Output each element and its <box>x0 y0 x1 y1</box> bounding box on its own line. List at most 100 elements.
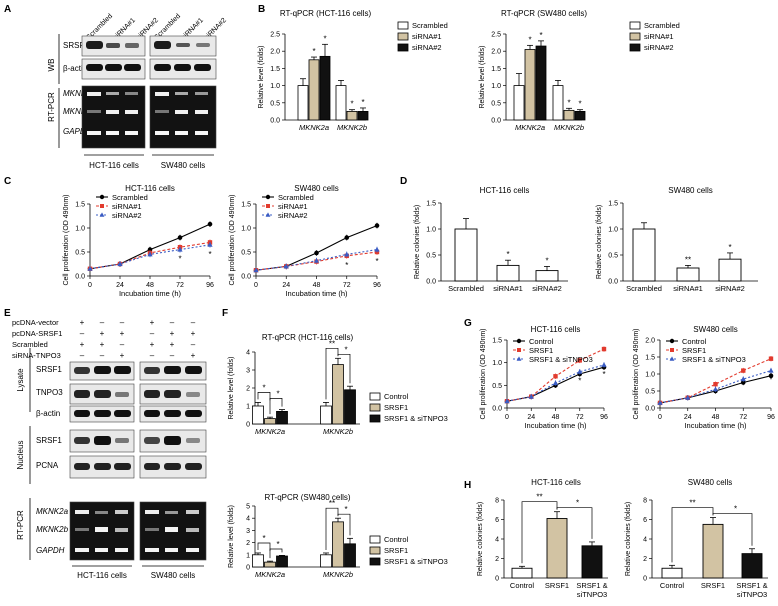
significance-mark: * <box>323 34 326 43</box>
significance-mark: * <box>375 257 378 266</box>
legend-swatch <box>397 43 409 52</box>
blot-band <box>164 436 181 445</box>
legend-label: siRNA#1 <box>112 202 142 211</box>
bar <box>676 267 700 282</box>
legend-marker <box>100 204 104 208</box>
chart-h1: 0 2 4 6 8 Relative colonies (folds) HCT-116 ce… <box>477 478 608 599</box>
gel-band <box>115 548 128 552</box>
gel-band <box>165 511 178 514</box>
chart-title: RT-qPCR (HCT-116 cells) <box>280 9 372 18</box>
y-tick-label: 2.0 <box>491 49 501 56</box>
gel-band <box>125 92 138 95</box>
blot-band <box>125 43 139 48</box>
x-axis-label: Incubation time (h) <box>285 289 348 298</box>
blot-band <box>144 463 160 470</box>
blot-band <box>86 41 103 49</box>
condition-sign: + <box>80 340 85 349</box>
x-tick-label: 24 <box>527 414 535 421</box>
legend-label: siRNA#1 <box>644 32 674 41</box>
bar <box>252 405 264 425</box>
blot-band <box>94 410 111 417</box>
bar <box>276 555 288 568</box>
x-tick-label: 72 <box>343 282 351 289</box>
legend-label: SRSF1 & siTNPO3 <box>384 557 448 566</box>
row-label: TNPO3 <box>36 388 63 397</box>
bar <box>357 111 369 121</box>
legend-label: Control <box>384 392 409 401</box>
legend-marker <box>266 204 270 208</box>
bar <box>546 518 568 579</box>
gel-band <box>145 510 159 514</box>
x-tick-label: 96 <box>600 414 608 421</box>
legend-label: Control <box>529 337 554 346</box>
significance-mark: * <box>344 345 347 354</box>
bar <box>344 389 356 425</box>
x-tick-label: 48 <box>712 414 720 421</box>
condition-label: siRNA-TNPO3 <box>12 351 61 360</box>
legend-label: SRSF1 <box>384 403 408 412</box>
condition-sign: + <box>170 340 175 349</box>
significance-mark: * <box>734 505 737 514</box>
blot-band <box>154 41 171 49</box>
chart-c2: 0.0 0.5 1.0 1.5 Cell proliferation (OD 490nm… <box>229 184 381 298</box>
y-tick-label: 0.5 <box>270 100 280 107</box>
y-tick-label: 1 <box>246 552 250 559</box>
chart-title: HCT-116 cells <box>480 186 530 195</box>
x-category-label: MKNK2a <box>299 123 329 132</box>
charts-layer: 0.0 0.5 1.0 1.5 2.0 2.5 Relative level (folds)… <box>63 9 775 599</box>
y-axis-label: Cell proliferation (OD 490nm) <box>633 328 640 419</box>
chart-g2: 0.0 0.5 1.0 1.5 2.0 Cell proliferation (OD 49… <box>633 325 775 430</box>
legend-label: SRSF1 <box>682 346 706 355</box>
legend-marker <box>99 212 105 217</box>
blot-band <box>186 392 200 397</box>
condition-sign: + <box>191 329 196 338</box>
gel-band <box>195 131 208 135</box>
legend-marker <box>669 338 675 344</box>
significance-mark: ** <box>689 499 695 508</box>
x-tick-label: 0 <box>505 414 509 421</box>
x-category-label: Scrambled <box>448 284 484 293</box>
bar <box>535 45 547 121</box>
y-axis-label: Relative colonies (folds) <box>596 205 603 279</box>
significance-mark: * <box>312 47 315 56</box>
y-tick-label: 3 <box>246 368 250 375</box>
legend-marker <box>265 212 271 217</box>
y-tick-label: 0.5 <box>608 253 618 260</box>
significance-mark: * <box>350 100 353 109</box>
x-category-label: Control <box>510 581 535 590</box>
x-tick-label: 0 <box>254 282 258 289</box>
bar <box>344 543 356 568</box>
legend-swatch <box>369 557 381 566</box>
gel-band <box>186 528 199 532</box>
y-tick-label: 0.0 <box>270 118 280 125</box>
row-label: MKNK2b <box>36 525 69 534</box>
gel-box <box>149 85 217 149</box>
series-line <box>659 358 772 404</box>
condition-sign: – <box>100 318 105 327</box>
gel-band <box>195 110 208 114</box>
significance-bracket <box>712 513 753 546</box>
bar <box>264 418 276 425</box>
bar <box>574 111 586 121</box>
bar <box>308 59 320 121</box>
y-tick-label: 2.0 <box>270 49 280 56</box>
bar <box>332 521 344 568</box>
gel-band <box>95 548 108 552</box>
condition-sign: – <box>150 351 155 360</box>
x-category-label: siTNPO3 <box>577 590 607 599</box>
gel-box <box>81 85 146 149</box>
bar <box>320 554 332 568</box>
significance-bracket <box>257 392 271 415</box>
x-category-label: Control <box>660 581 685 590</box>
y-tick-label: 1.5 <box>75 202 85 209</box>
y-tick-label: 1.5 <box>241 202 251 209</box>
y-axis-label: Relative level (folds) <box>228 356 235 419</box>
x-category-label: SRSF1 & <box>736 581 767 590</box>
row-label: GAPDH <box>63 127 92 136</box>
blot-band <box>94 436 111 445</box>
y-axis-label: Relative colonies (folds) <box>625 502 632 576</box>
blot-band <box>94 463 111 470</box>
legend-swatch <box>629 21 641 30</box>
x-tick-label: 96 <box>373 282 381 289</box>
legend-label: siRNA#1 <box>278 202 308 211</box>
